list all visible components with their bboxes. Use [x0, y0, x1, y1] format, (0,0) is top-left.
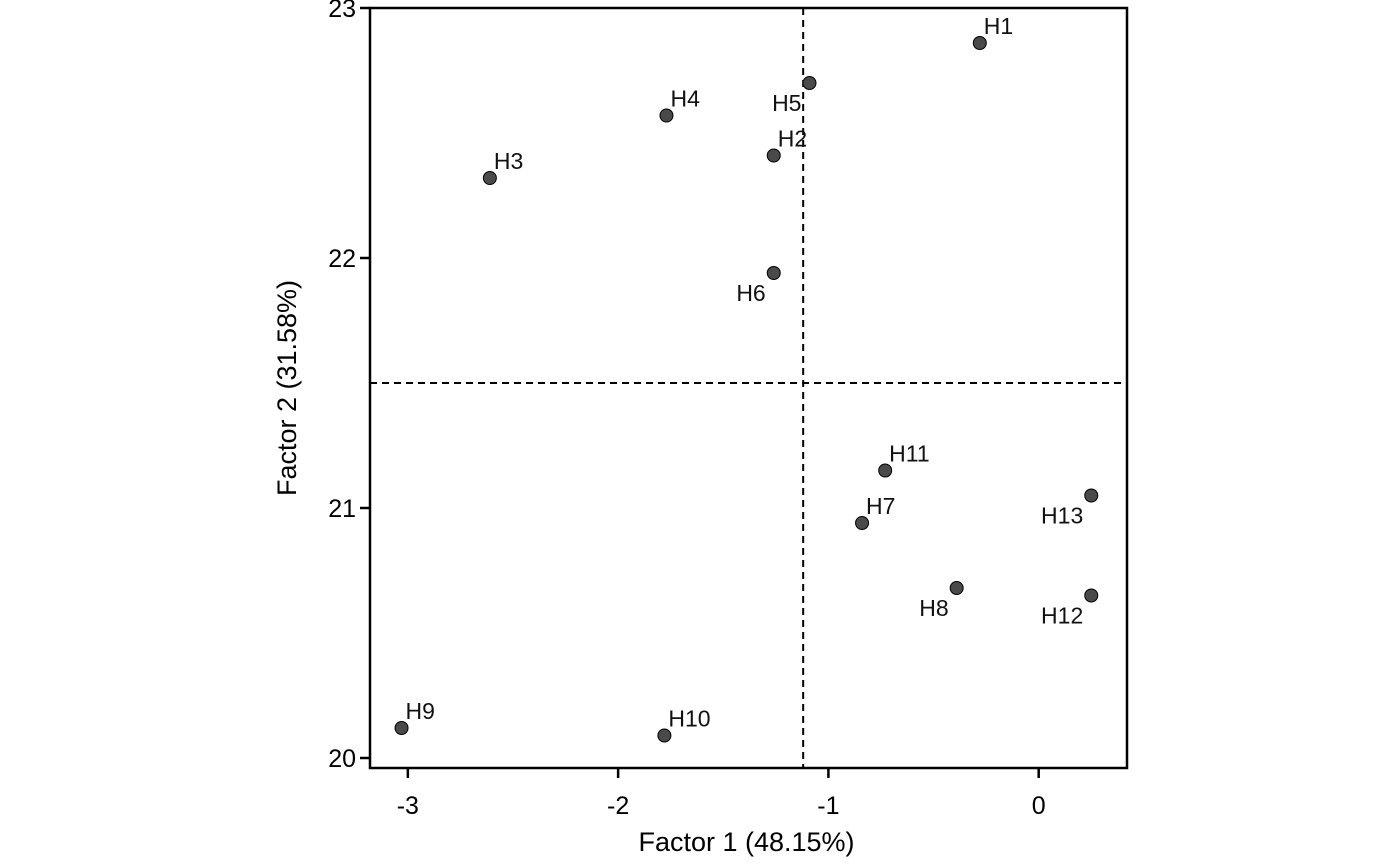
point-label-h13: H13 — [1041, 503, 1083, 529]
data-point-h2 — [766, 148, 781, 163]
data-point-h4 — [659, 108, 674, 123]
y-axis-ticks: 20 21 22 23 — [328, 0, 370, 773]
x-tick-label: -2 — [607, 792, 629, 820]
point-label-h6: H6 — [736, 280, 765, 306]
y-tick-label: 22 — [328, 245, 356, 273]
data-point-h7 — [855, 516, 870, 530]
reference-lines — [370, 8, 1127, 768]
data-point-h3 — [482, 171, 497, 185]
point-label-h11: H11 — [889, 441, 930, 467]
data-point-h5 — [802, 76, 817, 90]
data-point-h10 — [657, 728, 672, 743]
data-point-h1 — [972, 36, 987, 50]
point-labels: H1 H2 H3 H4 H5 H6 H7 H8 H9 H10 H11 H12 H13 — [406, 13, 1084, 732]
point-label-h5: H5 — [772, 90, 801, 116]
point-label-h2: H2 — [778, 126, 807, 152]
x-tick-label: 0 — [1032, 792, 1046, 820]
plot-frame — [368, 6, 1129, 770]
data-points — [394, 36, 1099, 743]
data-point-h11 — [878, 463, 893, 478]
y-tick-label: 21 — [328, 495, 356, 523]
data-point-h9 — [394, 721, 409, 735]
data-point-h12 — [1084, 588, 1099, 603]
x-tick-label: -3 — [397, 792, 419, 820]
x-axis-title: Factor 1 (48.15%) — [638, 827, 854, 857]
point-label-h1: H1 — [984, 13, 1013, 39]
y-tick-label: 23 — [328, 0, 356, 23]
data-point-h13 — [1084, 488, 1099, 503]
point-label-h9: H9 — [406, 698, 435, 724]
point-label-h8: H8 — [919, 595, 948, 621]
data-point-h8 — [949, 581, 964, 595]
data-point-h6 — [766, 266, 781, 280]
x-tick-label: -1 — [817, 792, 839, 820]
y-axis-title: Factor 2 (31.58%) — [272, 280, 302, 496]
x-axis-ticks: -3 -2 -1 0 — [397, 768, 1046, 820]
y-tick-label: 20 — [328, 745, 356, 773]
point-label-h4: H4 — [670, 86, 700, 112]
point-label-h7: H7 — [866, 493, 895, 519]
point-label-h10: H10 — [668, 706, 710, 732]
point-label-h3: H3 — [494, 148, 523, 174]
point-label-h12: H12 — [1041, 603, 1083, 629]
